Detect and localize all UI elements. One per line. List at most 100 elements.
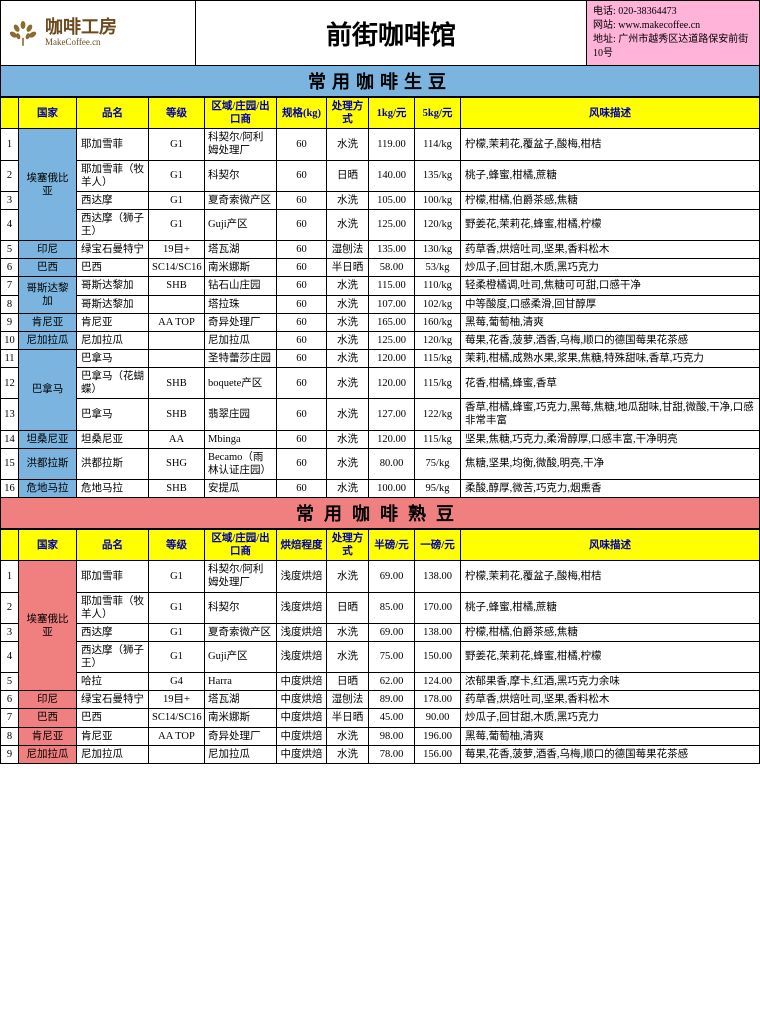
column-header: 烘焙程度 xyxy=(277,530,327,561)
table-row: 5哈拉G4Harra中度烘焙日晒62.00124.00浓郁果香,摩卡,红酒,黑巧… xyxy=(1,673,760,691)
column-header: 品名 xyxy=(77,98,149,129)
country-cell: 尼加拉瓜 xyxy=(19,745,77,763)
cell-flavor: 浓郁果香,摩卡,红酒,黑巧克力余味 xyxy=(461,673,760,691)
country-cell: 埃塞俄比亚 xyxy=(19,561,77,691)
row-index: 5 xyxy=(1,673,19,691)
cell-spec: 中度烘焙 xyxy=(277,673,327,691)
table-header-row: 国家品名等级区域/庄园/出口商烘焙程度处理方式半磅/元一磅/元风味描述 xyxy=(1,530,760,561)
cell-process: 水洗 xyxy=(327,129,369,160)
table-row: 6印尼绿宝石曼特宁19目+塔瓦湖中度烘焙湿刨法89.00178.00药草香,烘焙… xyxy=(1,691,760,709)
cell-p1: 135.00 xyxy=(369,241,415,259)
table-row: 16危地马拉危地马拉SHB安提瓜60水洗100.0095/kg柔酸,醇厚,微苦,… xyxy=(1,479,760,497)
cell-flavor: 花香,柑橘,蜂蜜,香草 xyxy=(461,368,760,399)
cell-spec: 中度烘焙 xyxy=(277,691,327,709)
cell-flavor: 莓果,花香,菠萝,酒香,乌梅,顺口的德国莓果花茶感 xyxy=(461,331,760,349)
cell-spec: 中度烘焙 xyxy=(277,709,327,727)
cell-process: 日晒 xyxy=(327,673,369,691)
cell-grade xyxy=(149,295,205,313)
cell-region: 奇异处理厂 xyxy=(205,727,277,745)
cell-name: 西达摩 xyxy=(77,623,149,641)
cell-grade: AA TOP xyxy=(149,313,205,331)
column-header: 1kg/元 xyxy=(369,98,415,129)
logo-en-text: MakeCoffee.cn xyxy=(45,38,117,48)
cell-region: Harra xyxy=(205,673,277,691)
table-row: 7哥斯达黎加哥斯达黎加SHB钻石山庄园60水洗115.00110/kg轻柔橙橘调… xyxy=(1,277,760,295)
cell-p1: 120.00 xyxy=(369,368,415,399)
cell-process: 日晒 xyxy=(327,160,369,191)
cell-spec: 60 xyxy=(277,368,327,399)
cell-p2: 160/kg xyxy=(415,313,461,331)
country-cell: 印尼 xyxy=(19,691,77,709)
cell-p2: 122/kg xyxy=(415,399,461,430)
cell-p2: 196.00 xyxy=(415,727,461,745)
row-index: 4 xyxy=(1,641,19,672)
table-row: 13巴拿马SHB翡翠庄园60水洗127.00122/kg香草,柑橘,蜂蜜,巧克力… xyxy=(1,399,760,430)
cell-region: 南米娜斯 xyxy=(205,259,277,277)
logo-icon xyxy=(7,17,39,49)
cell-grade: G1 xyxy=(149,623,205,641)
cell-name: 哥斯达黎加 xyxy=(77,295,149,313)
section-title-roast: 常用咖啡熟豆 xyxy=(0,498,760,529)
cell-flavor: 轻柔橙橘调,吐司,焦糖可可甜,口感干净 xyxy=(461,277,760,295)
cell-name: 巴拿马 xyxy=(77,399,149,430)
table-row: 14坦桑尼亚坦桑尼亚AAMbinga60水洗120.00115/kg坚果,焦糖,… xyxy=(1,430,760,448)
row-index: 3 xyxy=(1,191,19,209)
cell-region: 塔瓦湖 xyxy=(205,691,277,709)
cell-flavor: 焦糖,坚果,均衡,微酸,明亮,干净 xyxy=(461,448,760,479)
cell-p2: 95/kg xyxy=(415,479,461,497)
column-header: 处理方式 xyxy=(327,98,369,129)
cell-p2: 138.00 xyxy=(415,561,461,592)
row-index: 11 xyxy=(1,349,19,367)
cell-spec: 浅度烘焙 xyxy=(277,592,327,623)
country-cell: 危地马拉 xyxy=(19,479,77,497)
cell-process: 水洗 xyxy=(327,745,369,763)
cell-flavor: 药草香,烘焙吐司,坚果,香料松木 xyxy=(461,241,760,259)
cell-process: 水洗 xyxy=(327,448,369,479)
column-header: 等级 xyxy=(149,98,205,129)
country-cell: 印尼 xyxy=(19,241,77,259)
cell-spec: 60 xyxy=(277,241,327,259)
cell-process: 半日晒 xyxy=(327,259,369,277)
table-row: 7巴西巴西SC14/SC16南米娜斯中度烘焙半日晒45.0090.00炒瓜子,回… xyxy=(1,709,760,727)
row-index: 2 xyxy=(1,160,19,191)
cell-spec: 60 xyxy=(277,259,327,277)
cell-flavor: 桃子,蜂蜜,柑橘,蔗糖 xyxy=(461,160,760,191)
table-row: 1埃塞俄比亚耶加雪菲G1科契尔/阿利姆处理厂浅度烘焙水洗69.00138.00柠… xyxy=(1,561,760,592)
cell-p1: 140.00 xyxy=(369,160,415,191)
row-index: 3 xyxy=(1,623,19,641)
cell-region: 奇异处理厂 xyxy=(205,313,277,331)
row-index: 4 xyxy=(1,209,19,240)
cell-name: 绿宝石曼特宁 xyxy=(77,691,149,709)
cell-process: 水洗 xyxy=(327,331,369,349)
cell-name: 绿宝石曼特宁 xyxy=(77,241,149,259)
cell-process: 水洗 xyxy=(327,479,369,497)
cell-p2: 100/kg xyxy=(415,191,461,209)
cell-spec: 60 xyxy=(277,295,327,313)
cell-grade: SC14/SC16 xyxy=(149,709,205,727)
cell-process: 水洗 xyxy=(327,727,369,745)
table-row: 15洪都拉斯洪都拉斯SHGBecamo（雨林认证庄园）60水洗80.0075/k… xyxy=(1,448,760,479)
cell-p1: 85.00 xyxy=(369,592,415,623)
table-row: 8肯尼亚肯尼亚AA TOP奇异处理厂中度烘焙水洗98.00196.00黑莓,葡萄… xyxy=(1,727,760,745)
table-row: 9尼加拉瓜尼加拉瓜尼加拉瓜中度烘焙水洗78.00156.00莓果,花香,菠萝,酒… xyxy=(1,745,760,763)
cell-flavor: 柔酸,醇厚,微苦,巧克力,烟熏香 xyxy=(461,479,760,497)
country-cell: 巴拿马 xyxy=(19,349,77,430)
roast-bean-table: 国家品名等级区域/庄园/出口商烘焙程度处理方式半磅/元一磅/元风味描述 1埃塞俄… xyxy=(0,529,760,764)
cell-region: 翡翠庄园 xyxy=(205,399,277,430)
column-header xyxy=(1,530,19,561)
cell-region: Guji产区 xyxy=(205,209,277,240)
cell-spec: 浅度烘焙 xyxy=(277,623,327,641)
cell-region: 钻石山庄园 xyxy=(205,277,277,295)
cell-region: Guji产区 xyxy=(205,641,277,672)
cell-flavor: 炒瓜子,回甘甜,木质,黑巧克力 xyxy=(461,259,760,277)
cell-p1: 120.00 xyxy=(369,430,415,448)
cell-p1: 75.00 xyxy=(369,641,415,672)
table-row: 10尼加拉瓜尼加拉瓜尼加拉瓜60水洗125.00120/kg莓果,花香,菠萝,酒… xyxy=(1,331,760,349)
cell-p2: 115/kg xyxy=(415,368,461,399)
column-header: 区域/庄园/出口商 xyxy=(205,530,277,561)
cell-name: 坦桑尼亚 xyxy=(77,430,149,448)
cell-name: 耶加雪菲（牧羊人） xyxy=(77,592,149,623)
column-header: 5kg/元 xyxy=(415,98,461,129)
country-cell: 肯尼亚 xyxy=(19,727,77,745)
cell-spec: 中度烘焙 xyxy=(277,727,327,745)
